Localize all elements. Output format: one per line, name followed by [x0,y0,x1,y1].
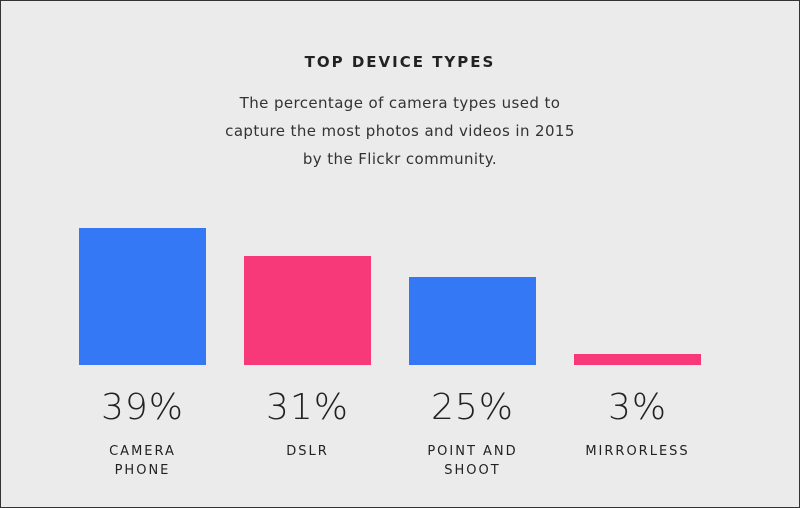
chart-subtitle: The percentage of camera types used to c… [225,94,575,168]
bar [409,277,536,365]
chart-title: TOP DEVICE TYPES [304,53,496,71]
category-label: DSLR [286,444,329,459]
bar [79,228,206,365]
category-label: CAMERA PHONE [109,444,176,478]
value-label: 31% [265,387,349,428]
bar [244,256,371,365]
value-label: 39% [100,387,184,428]
value-label: 25% [430,387,514,428]
value-label: 3% [607,387,668,428]
category-label: MIRRORLESS [585,444,690,459]
category-label: POINT AND SHOOT [427,444,518,478]
bar [574,354,701,365]
